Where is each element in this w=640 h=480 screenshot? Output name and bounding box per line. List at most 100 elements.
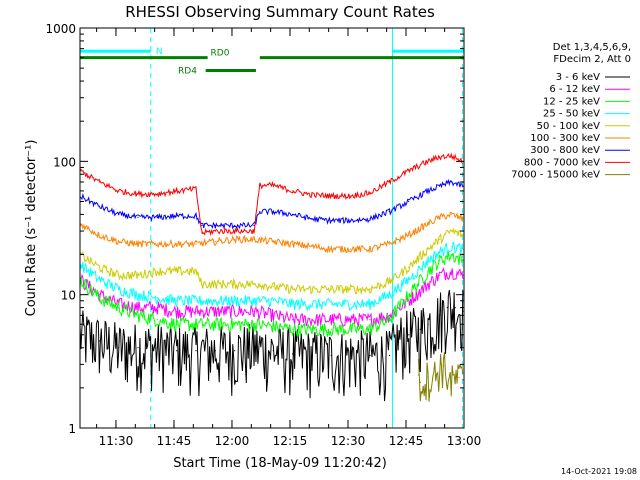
series-4-point-20 [427,248,429,250]
series-line-3 [79,241,464,312]
legend: Det 1,3,4,5,6,9,FDecim 2, Att 0 3 - 6 keV… [511,42,631,181]
series-4-point-13 [292,288,294,290]
series-7-point-19 [408,170,410,172]
series-2-point-11 [292,328,294,330]
legend-label-4: 50 - 100 keV [537,121,601,132]
series-5-point-12 [311,245,313,248]
series-2-point-14 [350,328,352,330]
series-5-point-8 [234,238,236,240]
legend-label-3: 25 - 50 keV [543,109,600,120]
series-line-8 [417,352,464,402]
series-5-point-11 [292,243,294,245]
series-6-point-5 [176,215,178,217]
series-line-5 [79,211,464,255]
series-7-point-1 [98,181,100,183]
y-tick-label-1: 10 [61,289,76,303]
y-tick-label-0: 1 [68,422,76,436]
legend-header-1: FDecim 2, Att 0 [553,54,631,65]
series-line-7 [79,152,464,237]
plot-area: N RD0 RD4 [79,28,464,428]
series-2-point-20 [450,253,452,256]
series-3-point-13 [330,303,332,305]
x-axis-label: Start Time (18-May-09 11:20:42) [173,456,387,471]
series-2-point-15 [369,328,371,330]
series-0-point-13 [330,354,332,357]
series-4-point-1 [98,266,100,269]
series-6-point-2 [118,213,120,215]
series-2-point-4 [156,319,158,321]
series-1-point-19 [439,274,441,276]
series-0-point-18 [408,334,410,336]
chart-title: RHESSI Observing Summary Count Rates [125,3,435,21]
series-4-point-11 [259,283,261,285]
series-2-point-18 [427,270,429,272]
series-6-point-19 [408,200,410,203]
series-7-point-22 [450,155,452,157]
series-6-point-14 [311,218,313,220]
series-4-point-9 [234,283,236,285]
x-tick-label-4: 12:30 [331,434,366,448]
x-tick-label-0: 11:30 [99,434,134,448]
series-8-point-5 [442,365,445,367]
series-3-point-20 [450,245,452,248]
series-6-point-13 [292,213,294,215]
series-1-point-12 [311,319,313,321]
flag-label-n: N [156,47,163,57]
series-0-point-15 [369,354,371,357]
series-1-point-1 [98,294,100,296]
series-4-point-7 [201,283,203,285]
series-0-point-2 [118,347,120,349]
series-7-point-14 [311,194,313,196]
series-0-point-8 [234,350,236,352]
series-6-point-6 [195,215,197,217]
series-2-point-10 [272,325,274,327]
legend-label-8: 7000 - 15000 keV [511,170,600,181]
series-0-point-12 [311,354,313,357]
series-0-point-5 [176,350,178,352]
plot-frame [79,27,465,429]
series-7-point-2 [118,190,120,192]
legend-label-7: 800 - 7000 keV [524,157,600,168]
series-5-point-13 [330,248,332,250]
legend-label-1: 6 - 12 keV [549,84,600,95]
series-6-point-11 [259,210,261,213]
flag-label-rd4: RD4 [178,67,197,77]
series-8-point-6 [450,381,452,383]
x-tick-label-3: 12:15 [273,434,308,448]
series-4-point-23 [462,234,464,236]
series-6-point-22 [450,181,452,183]
series-line-6 [79,178,464,230]
series-line-4 [79,227,463,295]
series-2-point-8 [234,323,236,325]
series-0-point-4 [156,347,158,349]
series-6-point-12 [272,210,274,213]
series-4-point-21 [439,238,441,240]
series-7-point-9 [234,230,236,232]
series-4-point-14 [311,288,313,290]
series-5-point-2 [118,241,120,243]
series-3-point-4 [156,297,158,299]
series-7-point-17 [369,192,371,194]
series-6-point-4 [156,216,158,218]
series-7-point-12 [272,184,274,186]
series-1-point-18 [427,283,429,285]
series-0-point-21 [439,314,441,316]
legend-header-0: Det 1,3,4,5,6,9, [553,42,631,53]
series-5-point-18 [427,223,429,225]
series-0-point-23 [454,306,456,309]
series-4-point-2 [118,274,120,276]
series-1-point-5 [176,310,178,312]
series-7-point-8 [214,230,216,232]
series-3-point-7 [214,300,216,302]
series-5-point-15 [369,248,371,250]
series-1-point-4 [156,306,158,309]
series-4-point-12 [272,285,274,288]
x-tick-label-1: 11:45 [157,434,192,448]
y-axis-label: Count Rate (s⁻¹ detector⁻¹) [24,140,39,317]
timestamp: 14-Oct-2021 19:08 [561,467,637,476]
series-8-point-2 [427,376,429,378]
series-7-point-6 [195,188,197,190]
series-1-point-13 [330,319,332,321]
series-4-point-10 [253,283,255,285]
series-6-point-7 [201,224,203,227]
